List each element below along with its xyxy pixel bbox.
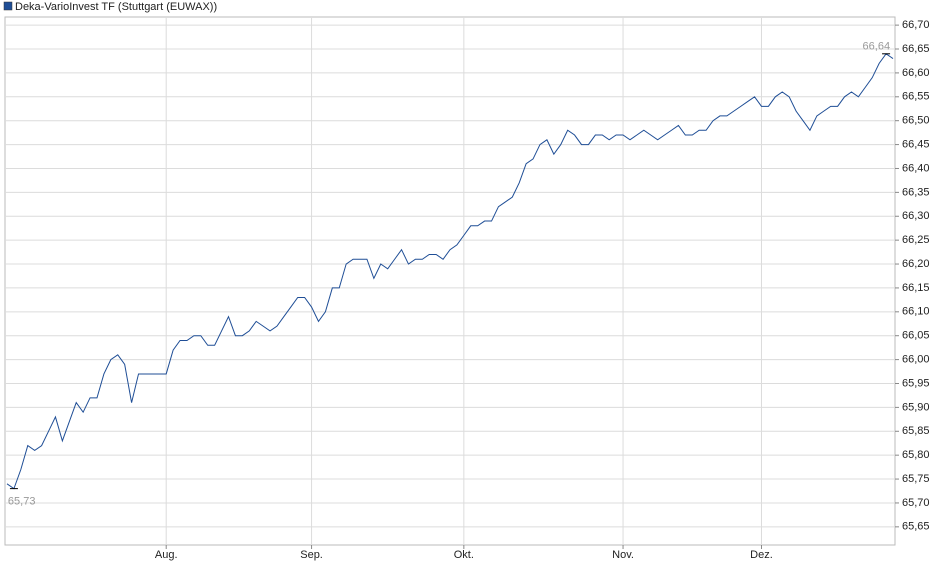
- y-tick-label: 65,80: [902, 449, 930, 461]
- y-tick-label: 66,30: [902, 210, 930, 222]
- x-tick-label: Okt.: [454, 549, 474, 561]
- x-tick-label: Nov.: [612, 549, 634, 561]
- y-tick-label: 66,15: [902, 282, 930, 294]
- y-tick-label: 66,60: [902, 67, 930, 79]
- price-line: [6, 53, 894, 490]
- legend-label: Deka-VarioInvest TF (Stuttgart (EUWAX)): [15, 1, 217, 13]
- y-tick-label: 65,70: [902, 497, 930, 509]
- y-tick-label: 66,65: [902, 43, 930, 55]
- y-tick-label: 66,55: [902, 91, 930, 103]
- legend-swatch: [3, 1, 13, 11]
- x-tick-label: Sep.: [300, 549, 323, 561]
- y-tick-label: 66,70: [902, 19, 930, 31]
- y-tick-label: 66,00: [902, 354, 930, 366]
- y-tick-label: 66,20: [902, 258, 930, 270]
- y-tick-label: 66,35: [902, 186, 930, 198]
- y-tick-label: 66,45: [902, 138, 930, 150]
- y-tick-label: 65,75: [902, 473, 930, 485]
- plot-area: [4, 16, 896, 546]
- y-tick-label: 66,25: [902, 234, 930, 246]
- y-tick-label: 66,40: [902, 162, 930, 174]
- y-tick-label: 66,05: [902, 330, 930, 342]
- y-tick-label: 65,85: [902, 425, 930, 437]
- y-tick-label: 65,90: [902, 401, 930, 413]
- x-tick-label: Aug.: [155, 549, 178, 561]
- y-tick-label: 65,95: [902, 377, 930, 389]
- y-tick-label: 66,50: [902, 115, 930, 127]
- y-tick-label: 66,10: [902, 306, 930, 318]
- x-tick-label: Dez.: [750, 549, 773, 561]
- min-label: 65,73: [8, 496, 36, 508]
- max-label: 66,64: [863, 41, 891, 53]
- y-tick-label: 65,65: [902, 521, 930, 533]
